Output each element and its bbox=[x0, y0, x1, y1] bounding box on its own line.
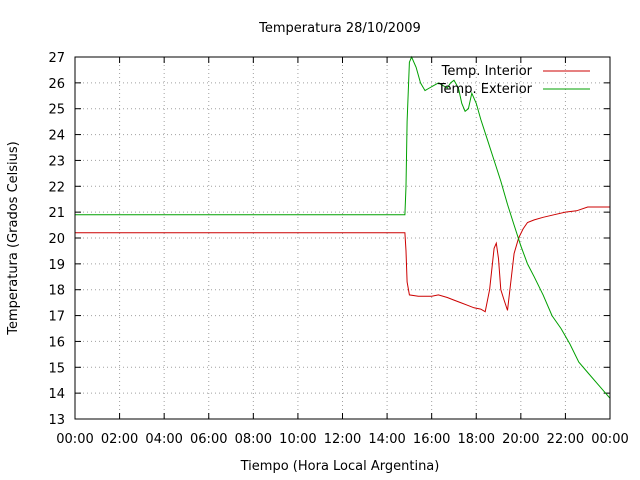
plot-frame bbox=[74, 56, 611, 420]
y-tick-label: 13 bbox=[48, 413, 65, 428]
y-tick-label: 27 bbox=[48, 51, 65, 66]
x-axis-label: Tiempo (Hora Local Argentina) bbox=[240, 459, 440, 474]
axis-ticks: 00:00 02:00 04:00 06:00 08:00 10:00 12:00 14:00… bbox=[48, 51, 628, 447]
grid bbox=[75, 57, 610, 419]
y-tick-label: 14 bbox=[48, 387, 65, 402]
legend-label: Temp. Exterior bbox=[437, 82, 533, 97]
x-tick-label: 16:00 bbox=[413, 432, 450, 447]
x-tick-label: 04:00 bbox=[145, 432, 182, 447]
y-tick-label: 26 bbox=[48, 77, 65, 92]
x-tick-label: 14:00 bbox=[368, 432, 405, 447]
series-line-exterior bbox=[75, 55, 611, 399]
series-line-interior bbox=[75, 206, 610, 313]
x-tick-label: 02:00 bbox=[101, 432, 138, 447]
legend: Temp. Interior Temp. Exterior bbox=[437, 64, 590, 97]
y-tick-label: 23 bbox=[48, 154, 65, 169]
x-tick-label: 06:00 bbox=[190, 432, 227, 447]
x-tick-label: 18:00 bbox=[458, 432, 495, 447]
x-tick-label: 10:00 bbox=[279, 432, 316, 447]
y-tick-label: 22 bbox=[48, 180, 65, 195]
x-tick-label: 08:00 bbox=[235, 432, 272, 447]
x-tick-label: 00:00 bbox=[591, 432, 628, 447]
y-tick-label: 21 bbox=[48, 206, 65, 221]
series-lines bbox=[75, 55, 611, 399]
y-tick-label: 16 bbox=[48, 335, 65, 350]
y-tick-label: 20 bbox=[48, 232, 65, 247]
y-axis-label: Temperatura (Grados Celsius) bbox=[6, 141, 21, 335]
legend-label: Temp. Interior bbox=[441, 64, 533, 79]
y-tick-label: 15 bbox=[48, 361, 65, 376]
x-tick-label: 00:00 bbox=[56, 432, 93, 447]
chart-title: Temperatura 28/10/2009 bbox=[258, 21, 421, 36]
y-tick-label: 24 bbox=[48, 129, 65, 144]
x-tick-label: 22:00 bbox=[547, 432, 584, 447]
y-tick-label: 19 bbox=[48, 258, 65, 273]
x-tick-label: 12:00 bbox=[324, 432, 361, 447]
y-tick-label: 17 bbox=[48, 310, 65, 325]
y-tick-label: 18 bbox=[48, 284, 65, 299]
y-tick-label: 25 bbox=[48, 103, 65, 118]
x-tick-label: 20:00 bbox=[502, 432, 539, 447]
